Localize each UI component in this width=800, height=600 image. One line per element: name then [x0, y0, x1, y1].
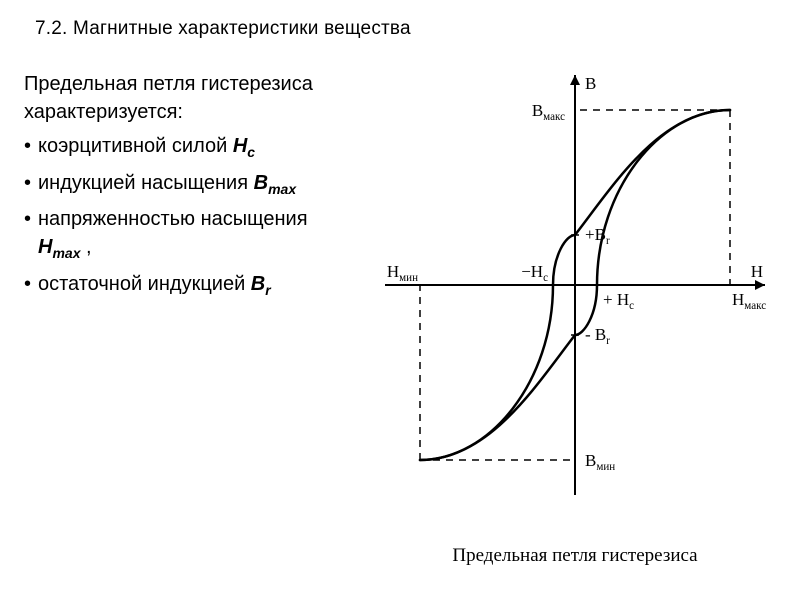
hysteresis-chart: B H Bмакс Bмин Hмакс Hмин +Br - Br −Hc + Hc Преде… — [370, 55, 780, 585]
bullet-sub: r — [265, 282, 270, 298]
svg-text:- Br: - Br — [585, 325, 610, 347]
bullet-list: коэрцитивной силой Hc индукцией насыщени… — [24, 132, 354, 300]
bullet-suffix: , — [80, 236, 91, 258]
svg-text:+Br: +Br — [585, 225, 610, 247]
bullet-prefix: остаточной индукцией — [38, 273, 251, 295]
svg-text:H: H — [751, 262, 763, 281]
bullet-sub: c — [247, 144, 255, 160]
list-item: напряженностью насыщения Hmax , — [24, 205, 354, 264]
bullet-var: H — [38, 236, 52, 258]
bullet-prefix: коэрцитивной силой — [38, 135, 233, 157]
list-item: остаточной индукцией Br — [24, 270, 354, 301]
bullet-sub: max — [268, 181, 296, 197]
bullet-var: B — [251, 273, 265, 295]
page: 7.2. Магнитные характеристики вещества П… — [0, 0, 800, 600]
bullet-prefix: индукцией насыщения — [38, 172, 254, 194]
intro-paragraph: Предельная петля гистерезиса характеризу… — [24, 70, 354, 126]
list-item: индукцией насыщения Bmax — [24, 169, 354, 200]
svg-text:Hмакс: Hмакс — [732, 290, 766, 312]
intro-text-block: Предельная петля гистерезиса характеризу… — [24, 70, 354, 306]
svg-text:Hмин: Hмин — [387, 262, 418, 284]
svg-text:+ Hc: + Hc — [603, 290, 634, 312]
bullet-sub: max — [52, 245, 80, 261]
section-heading: 7.2. Магнитные характеристики вещества — [35, 18, 411, 40]
svg-text:Bмин: Bмин — [585, 451, 615, 473]
chart-caption: Предельная петля гистерезиса — [370, 545, 780, 567]
bullet-prefix: напряженностью насыщения — [38, 208, 308, 230]
bullet-var: H — [233, 135, 247, 157]
list-item: коэрцитивной силой Hc — [24, 132, 354, 163]
svg-text:Bмакс: Bмакс — [532, 101, 565, 123]
bullet-var: B — [254, 172, 268, 194]
hysteresis-svg: B H Bмакс Bмин Hмакс Hмин +Br - Br −Hc + Hc — [370, 55, 780, 515]
svg-text:B: B — [585, 74, 596, 93]
svg-text:−Hc: −Hc — [521, 262, 548, 284]
